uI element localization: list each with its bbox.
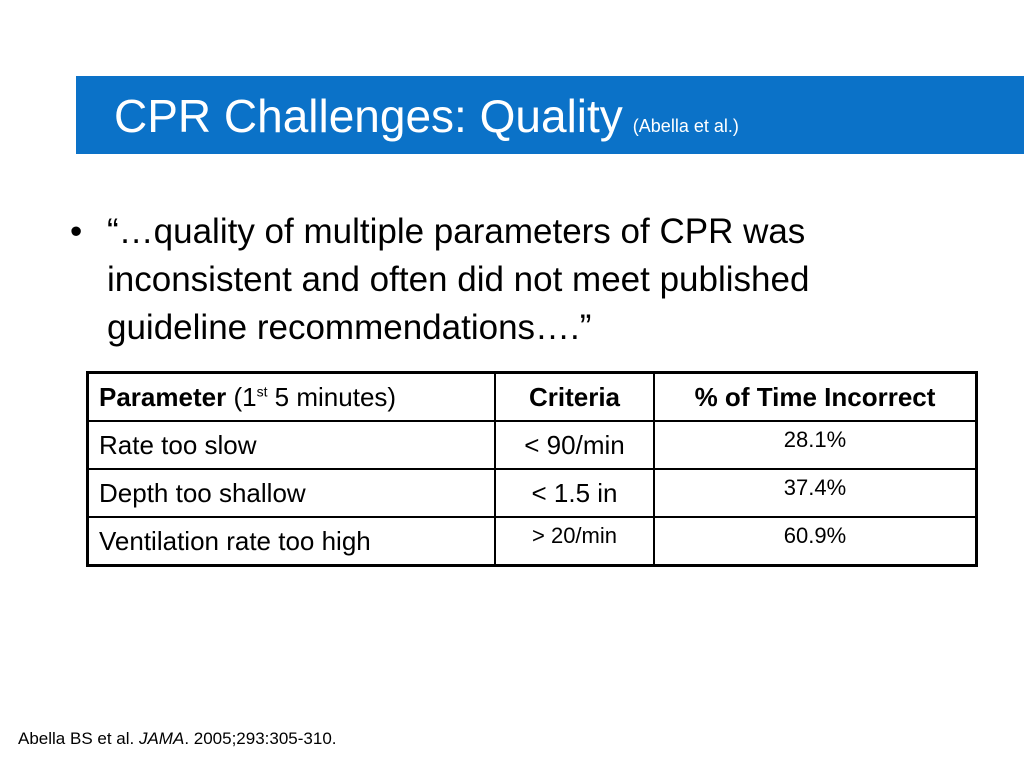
header-parameter-bold: Parameter	[99, 381, 227, 412]
row-criteria: < 1.5 in	[494, 468, 655, 518]
header-criteria: Criteria	[494, 371, 655, 422]
row-incorrect: 60.9%	[653, 516, 978, 567]
table-header-row: Parameter (1st 5 minutes) Criteria % of …	[86, 371, 978, 422]
header-parameter-rest: (1	[233, 381, 257, 412]
row-parameter: Depth too shallow	[86, 468, 496, 518]
title-citation: (Abella et al.)	[632, 116, 739, 136]
row-incorrect-value: 28.1%	[783, 427, 847, 452]
row-incorrect-value: 37.4%	[783, 475, 847, 500]
row-incorrect: 28.1%	[653, 420, 978, 470]
row-criteria-value: > 20/min	[532, 523, 617, 548]
header-parameter-rest-post: 5 minutes)	[267, 381, 397, 412]
slide-title: CPR Challenges: Quality (Abella et al.)	[114, 88, 739, 154]
bullet-dot-icon: •	[70, 212, 83, 251]
bullet-quote: “…quality of multiple parameters of CPR …	[107, 212, 810, 347]
row-criteria: < 90/min	[494, 420, 655, 470]
footer-journal: JAMA	[138, 729, 185, 748]
header-parameter: Parameter (1st 5 minutes)	[86, 371, 496, 422]
row-parameter: Ventilation rate too high	[86, 516, 496, 567]
table-row: Ventilation rate too high > 20/min 60.9%	[86, 516, 978, 567]
row-criteria: > 20/min	[494, 516, 655, 567]
cpr-parameters-table: Parameter (1st 5 minutes) Criteria % of …	[86, 371, 978, 567]
title-main: CPR Challenges: Quality	[114, 90, 623, 142]
header-incorrect: % of Time Incorrect	[653, 371, 978, 422]
row-incorrect-value: 60.9%	[783, 523, 847, 548]
footer-authors: Abella BS et al.	[18, 729, 139, 748]
reference-footer: Abella BS et al. JAMA. 2005;293:305-310.	[18, 729, 337, 749]
row-parameter: Rate too slow	[86, 420, 496, 470]
footer-details: . 2005;293:305-310.	[184, 729, 337, 748]
row-incorrect: 37.4%	[653, 468, 978, 518]
table-row: Depth too shallow < 1.5 in 37.4%	[86, 468, 978, 518]
header-parameter-sup: st	[256, 382, 268, 399]
title-bar	[76, 76, 1024, 154]
table-row: Rate too slow < 90/min 28.1%	[86, 420, 978, 470]
